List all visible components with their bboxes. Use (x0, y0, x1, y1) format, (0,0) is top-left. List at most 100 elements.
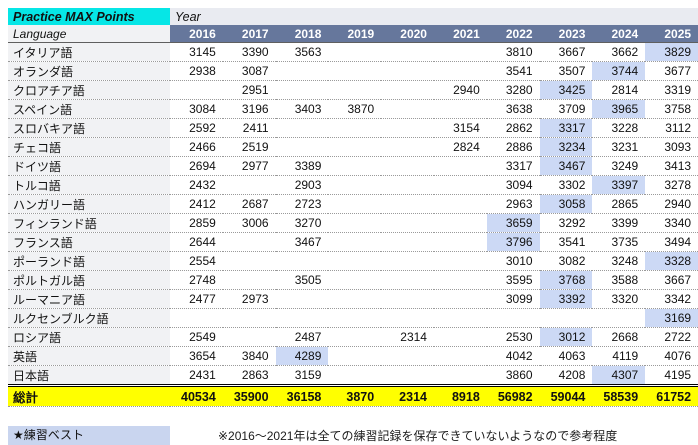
points-cell-ロシア語-2017[interactable] (222, 327, 276, 347)
points-cell-ポーランド語-2016[interactable]: 2554 (170, 251, 223, 271)
total-cell-2019[interactable]: 3870 (328, 384, 382, 407)
language-label[interactable]: 日本語 (8, 365, 170, 386)
points-cell-ポルトガル語-2023[interactable]: 3768 (539, 270, 593, 290)
points-cell-英語-2025[interactable]: 4076 (645, 346, 698, 366)
points-cell-チェコ語-2016[interactable]: 2466 (170, 137, 223, 157)
points-cell-ハンガリー語-2025[interactable]: 2940 (645, 194, 698, 214)
points-cell-ポルトガル語-2016[interactable]: 2748 (170, 270, 223, 290)
points-cell-ドイツ語-2023[interactable]: 3467 (539, 156, 593, 176)
points-cell-ドイツ語-2021[interactable] (433, 156, 487, 176)
points-cell-フィンランド語-2016[interactable]: 2859 (170, 213, 223, 233)
points-cell-ポルトガル語-2018[interactable]: 3505 (275, 270, 329, 290)
points-cell-ルーマニア語-2023[interactable]: 3392 (539, 289, 593, 309)
points-cell-日本語-2024[interactable]: 4307 (592, 365, 646, 386)
points-cell-イタリア語-2018[interactable]: 3563 (275, 42, 329, 62)
year-header-2022[interactable]: 2022 (486, 25, 540, 43)
points-cell-トルコ語-2024[interactable]: 3397 (592, 175, 646, 195)
points-cell-ドイツ語-2024[interactable]: 3249 (592, 156, 646, 176)
language-label[interactable]: ハンガリー語 (8, 194, 170, 214)
points-cell-スロバキア語-2017[interactable]: 2411 (222, 118, 276, 138)
points-cell-ロシア語-2021[interactable] (433, 327, 487, 347)
points-cell-チェコ語-2018[interactable] (275, 137, 329, 157)
points-cell-フランス語-2020[interactable] (381, 232, 434, 252)
points-cell-チェコ語-2022[interactable]: 2886 (486, 137, 540, 157)
points-cell-ルクセンブルク語-2025[interactable]: 3169 (645, 308, 698, 328)
points-cell-オランダ語-2025[interactable]: 3677 (645, 61, 698, 81)
points-cell-トルコ語-2021[interactable] (433, 175, 487, 195)
points-cell-ロシア語-2020[interactable]: 2314 (381, 327, 434, 347)
total-cell-2025[interactable]: 61752 (645, 384, 698, 407)
language-label[interactable]: クロアチア語 (8, 80, 170, 100)
points-cell-スロバキア語-2020[interactable] (381, 118, 434, 138)
points-cell-日本語-2023[interactable]: 4208 (539, 365, 593, 386)
points-cell-ポーランド語-2021[interactable] (433, 251, 487, 271)
year-header-2017[interactable]: 2017 (222, 25, 276, 43)
points-cell-イタリア語-2023[interactable]: 3667 (539, 42, 593, 62)
points-cell-スペイン語-2019[interactable]: 3870 (328, 99, 382, 119)
total-cell-2016[interactable]: 40534 (170, 384, 223, 407)
points-cell-ルーマニア語-2024[interactable]: 3320 (592, 289, 646, 309)
points-cell-英語-2021[interactable] (433, 346, 487, 366)
points-cell-フランス語-2017[interactable] (222, 232, 276, 252)
points-cell-ポーランド語-2019[interactable] (328, 251, 382, 271)
language-label[interactable]: ポルトガル語 (8, 270, 170, 290)
points-cell-フィンランド語-2023[interactable]: 3292 (539, 213, 593, 233)
points-cell-オランダ語-2018[interactable] (275, 61, 329, 81)
points-cell-クロアチア語-2019[interactable] (328, 80, 382, 100)
points-cell-フィンランド語-2022[interactable]: 3659 (486, 213, 540, 233)
points-cell-ポルトガル語-2021[interactable] (433, 270, 487, 290)
points-cell-フランス語-2016[interactable]: 2644 (170, 232, 223, 252)
points-cell-日本語-2019[interactable] (328, 365, 382, 386)
points-cell-ハンガリー語-2019[interactable] (328, 194, 382, 214)
points-cell-ロシア語-2022[interactable]: 2530 (486, 327, 540, 347)
points-cell-日本語-2022[interactable]: 3860 (486, 365, 540, 386)
points-cell-スペイン語-2016[interactable]: 3084 (170, 99, 223, 119)
points-cell-ドイツ語-2019[interactable] (328, 156, 382, 176)
points-cell-ドイツ語-2018[interactable]: 3389 (275, 156, 329, 176)
year-header-2021[interactable]: 2021 (433, 25, 487, 43)
points-cell-ロシア語-2016[interactable]: 2549 (170, 327, 223, 347)
points-cell-ルクセンブルク語-2022[interactable] (486, 308, 540, 328)
points-cell-ポルトガル語-2025[interactable]: 3667 (645, 270, 698, 290)
points-cell-スロバキア語-2022[interactable]: 2862 (486, 118, 540, 138)
points-cell-フィンランド語-2020[interactable] (381, 213, 434, 233)
points-cell-フランス語-2024[interactable]: 3735 (592, 232, 646, 252)
points-cell-トルコ語-2020[interactable] (381, 175, 434, 195)
language-label[interactable]: フランス語 (8, 232, 170, 252)
points-cell-フィンランド語-2018[interactable]: 3270 (275, 213, 329, 233)
points-cell-トルコ語-2025[interactable]: 3278 (645, 175, 698, 195)
language-label[interactable]: チェコ語 (8, 137, 170, 157)
points-cell-ルクセンブルク語-2021[interactable] (433, 308, 487, 328)
points-cell-ルクセンブルク語-2024[interactable] (592, 308, 646, 328)
points-cell-イタリア語-2020[interactable] (381, 42, 434, 62)
points-cell-クロアチア語-2024[interactable]: 2814 (592, 80, 646, 100)
points-cell-ポルトガル語-2024[interactable]: 3588 (592, 270, 646, 290)
points-cell-日本語-2018[interactable]: 3159 (275, 365, 329, 386)
points-cell-トルコ語-2019[interactable] (328, 175, 382, 195)
points-cell-日本語-2021[interactable] (433, 365, 487, 386)
total-cell-2023[interactable]: 59044 (539, 384, 593, 407)
points-cell-ルーマニア語-2019[interactable] (328, 289, 382, 309)
points-cell-ポーランド語-2025[interactable]: 3328 (645, 251, 698, 271)
points-cell-フィンランド語-2021[interactable] (433, 213, 487, 233)
points-cell-フィンランド語-2019[interactable] (328, 213, 382, 233)
language-label[interactable]: スロバキア語 (8, 118, 170, 138)
points-cell-ポーランド語-2022[interactable]: 3010 (486, 251, 540, 271)
points-cell-日本語-2017[interactable]: 2863 (222, 365, 276, 386)
total-cell-2020[interactable]: 2314 (381, 384, 434, 407)
points-cell-スペイン語-2022[interactable]: 3638 (486, 99, 540, 119)
points-cell-イタリア語-2022[interactable]: 3810 (486, 42, 540, 62)
points-cell-ポルトガル語-2022[interactable]: 3595 (486, 270, 540, 290)
points-cell-ルクセンブルク語-2023[interactable] (539, 308, 593, 328)
points-cell-イタリア語-2024[interactable]: 3662 (592, 42, 646, 62)
points-cell-オランダ語-2021[interactable] (433, 61, 487, 81)
points-cell-ポーランド語-2024[interactable]: 3248 (592, 251, 646, 271)
year-axis-label[interactable]: Year (170, 8, 698, 25)
points-cell-フランス語-2021[interactable] (433, 232, 487, 252)
points-cell-ポルトガル語-2019[interactable] (328, 270, 382, 290)
points-cell-ハンガリー語-2021[interactable] (433, 194, 487, 214)
points-cell-トルコ語-2017[interactable] (222, 175, 276, 195)
points-cell-ロシア語-2019[interactable] (328, 327, 382, 347)
points-cell-ロシア語-2025[interactable]: 2722 (645, 327, 698, 347)
points-cell-クロアチア語-2022[interactable]: 3280 (486, 80, 540, 100)
